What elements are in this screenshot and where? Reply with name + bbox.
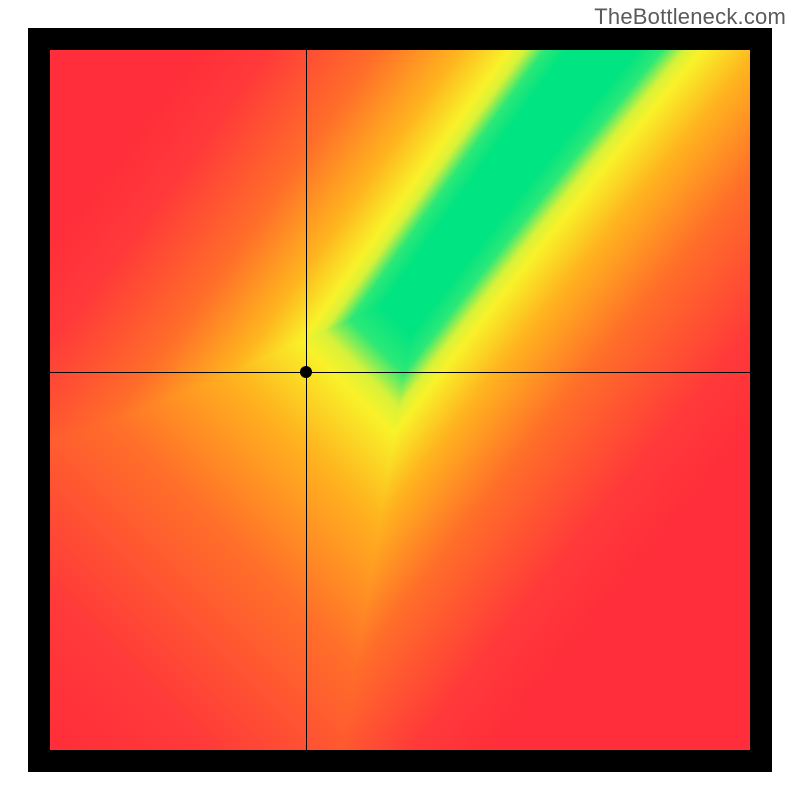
heatmap-plot [50,50,750,750]
watermark-text: TheBottleneck.com [594,4,786,30]
marker-dot [300,366,312,378]
crosshair-horizontal [50,372,750,373]
chart-frame [28,28,772,772]
heatmap-canvas [50,50,750,750]
crosshair-vertical [306,50,307,750]
